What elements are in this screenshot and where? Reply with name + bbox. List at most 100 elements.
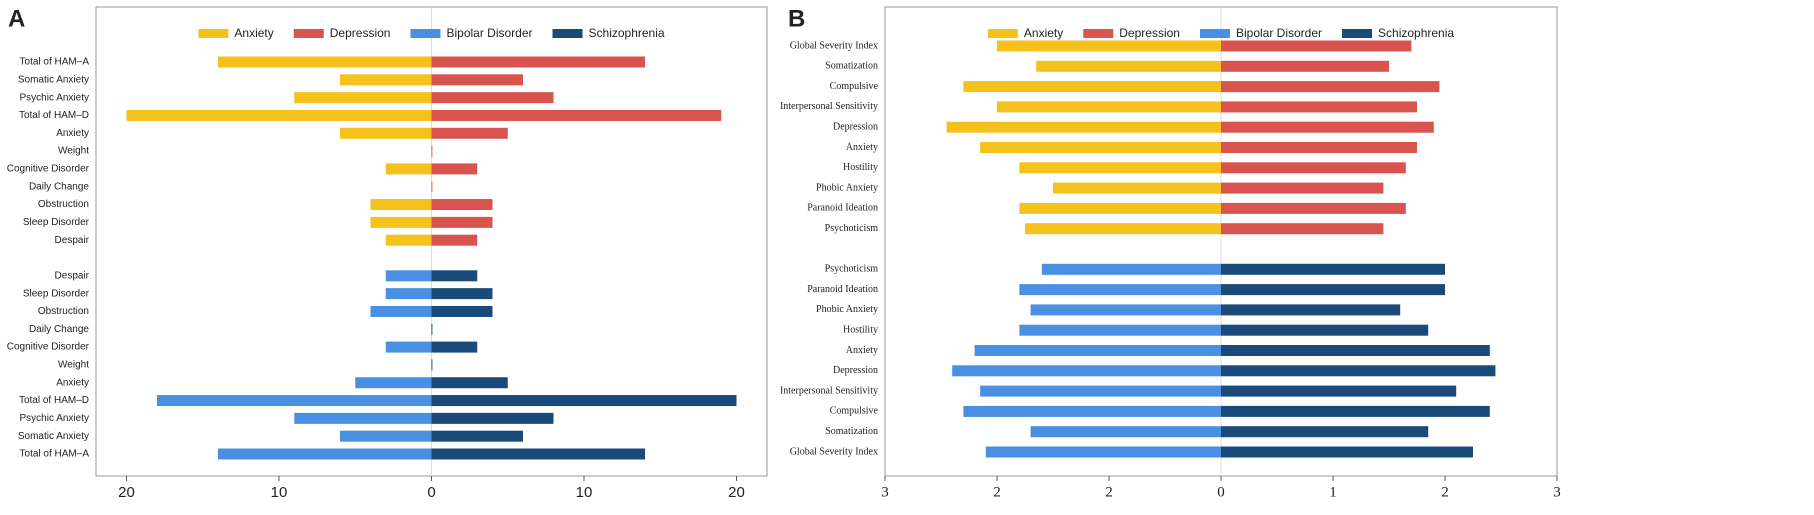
category-label: Psychic Anxiety <box>20 92 89 103</box>
bar <box>431 288 493 300</box>
category-label: Anxiety <box>846 345 878 356</box>
category-label: Total of HAM–A <box>20 57 90 68</box>
category-label: Anxiety <box>846 142 878 153</box>
x-tick-label: 2 <box>1441 484 1449 500</box>
legend-swatch <box>198 29 229 38</box>
category-label: Global Severity Index <box>790 446 878 457</box>
category-label: Weight <box>58 360 89 371</box>
panel-label: B <box>788 5 805 32</box>
bar <box>1221 182 1384 194</box>
legend-label: Depression <box>330 26 391 40</box>
category-label: Psychoticism <box>825 223 879 234</box>
category-label: Anxiety <box>56 377 89 388</box>
category-label: Total of HAM–A <box>20 449 90 460</box>
legend-label: Depression <box>1119 26 1180 40</box>
x-tick-label: 20 <box>728 484 745 501</box>
category-label: Cognitive Disorder <box>7 164 90 175</box>
bar <box>340 430 432 442</box>
bar <box>1221 446 1473 458</box>
bar <box>431 395 737 407</box>
bar <box>963 405 1221 417</box>
legend-label: Schizophrenia <box>589 26 665 40</box>
category-label: Psychic Anxiety <box>20 413 89 424</box>
bar <box>340 74 432 86</box>
bar <box>980 142 1221 153</box>
bar <box>1221 202 1406 214</box>
bar <box>431 323 433 335</box>
x-tick-label: 0 <box>1217 484 1225 500</box>
legend-label: Anxiety <box>234 26 273 40</box>
bar <box>952 365 1221 377</box>
bar <box>1221 385 1457 397</box>
category-label: Cognitive Disorder <box>7 342 90 353</box>
legend-label: Bipolar Disorder <box>446 26 532 40</box>
bar <box>1053 182 1221 194</box>
bar <box>431 163 478 175</box>
category-label: Daily Change <box>29 324 89 335</box>
x-tick-label: 0 <box>427 484 435 501</box>
bar <box>1221 60 1389 72</box>
category-label: Daily Change <box>29 181 89 192</box>
bar <box>1221 162 1406 174</box>
bar <box>431 412 554 424</box>
bar <box>126 109 432 121</box>
bar <box>1221 345 1490 356</box>
bar <box>157 395 432 407</box>
category-label: Despair <box>55 235 90 246</box>
legend-swatch <box>1083 29 1114 38</box>
category-label: Obstruction <box>38 306 89 317</box>
bar <box>431 234 478 246</box>
bar <box>1019 324 1221 336</box>
bar <box>385 288 432 300</box>
bar <box>980 385 1221 397</box>
category-label: Depression <box>833 121 878 132</box>
bar <box>1030 304 1221 316</box>
bar <box>431 199 493 211</box>
bar <box>1221 142 1417 153</box>
legend-label: Anxiety <box>1024 26 1063 40</box>
legend-swatch <box>410 29 441 38</box>
bar <box>355 377 432 389</box>
legend-swatch <box>1342 29 1373 38</box>
bar <box>1221 405 1490 417</box>
category-label: Somatization <box>825 426 878 437</box>
category-label: Psychoticism <box>825 264 879 275</box>
legend-swatch <box>552 29 583 38</box>
bar <box>431 216 493 228</box>
category-label: Somatic Anxiety <box>18 431 89 442</box>
category-label: Interpersonal Sensitivity <box>780 101 878 112</box>
legend-swatch <box>293 29 324 38</box>
bar <box>431 359 433 371</box>
bar <box>218 448 432 460</box>
bar <box>340 127 432 139</box>
x-tick-label: 10 <box>271 484 288 501</box>
x-tick-label: 2 <box>1105 484 1113 500</box>
bar <box>431 109 722 121</box>
bar <box>1221 40 1412 52</box>
category-label: Global Severity Index <box>790 40 878 51</box>
bar <box>974 345 1221 356</box>
category-label: Total of HAM–D <box>19 395 89 406</box>
bar <box>1019 284 1221 296</box>
category-label: Depression <box>833 365 878 376</box>
category-label: Total of HAM–D <box>19 110 89 121</box>
bar <box>1019 202 1221 214</box>
bar <box>431 56 645 68</box>
x-tick-label: 1 <box>1329 484 1337 500</box>
bar <box>431 377 508 389</box>
bar <box>1041 263 1221 275</box>
bar <box>385 163 432 175</box>
bar <box>1221 223 1384 235</box>
bar <box>985 446 1221 458</box>
category-label: Somatization <box>825 61 878 72</box>
bar <box>431 341 478 353</box>
bar <box>431 305 493 317</box>
bar <box>1221 324 1429 336</box>
bar <box>997 101 1221 113</box>
bar <box>385 341 432 353</box>
category-label: Hostility <box>843 162 878 173</box>
category-label: Compulsive <box>830 81 879 92</box>
category-label: Hostility <box>843 324 878 335</box>
bar <box>1030 426 1221 438</box>
